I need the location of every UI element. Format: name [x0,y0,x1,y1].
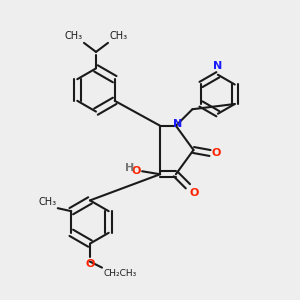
Text: O: O [189,188,199,198]
Text: CH₃: CH₃ [110,32,128,41]
Text: CH₂CH₃: CH₂CH₃ [103,269,137,278]
Text: CH₃: CH₃ [64,32,82,41]
Text: N: N [173,119,182,129]
Text: O: O [131,166,141,176]
Text: H: H [125,163,135,173]
Text: O: O [85,259,95,269]
Text: CH₃: CH₃ [38,197,56,207]
Text: O: O [212,148,221,158]
Text: N: N [213,61,223,71]
